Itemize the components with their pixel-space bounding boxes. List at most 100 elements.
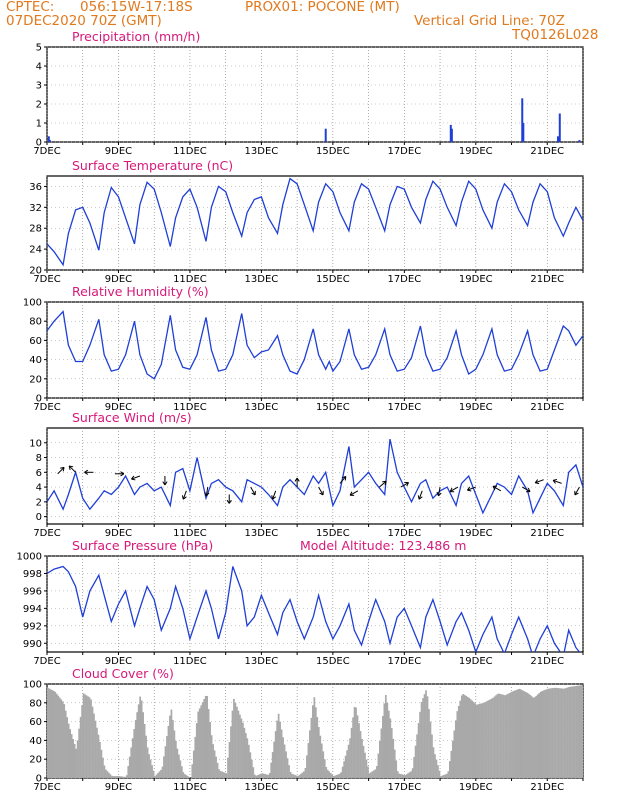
cloud-bar [466, 696, 469, 778]
plot-frame [46, 46, 584, 143]
cloud-bar [459, 700, 462, 778]
cloud-bar [250, 759, 253, 778]
cloud-bar [374, 769, 377, 778]
x-tick-label: 15DEC [316, 402, 350, 413]
cloud-bar [295, 775, 298, 778]
cloud-bar [276, 720, 278, 778]
cloud-bar [280, 729, 283, 778]
cloud-bar [521, 690, 524, 778]
cloud-bar [449, 761, 451, 778]
wind-arrow-head [272, 496, 277, 500]
header-grid-note: Vertical Grid Line: 70Z [414, 13, 565, 29]
y-tick-label: 4 [36, 483, 42, 494]
cloud-bar [288, 765, 290, 778]
cloud-bar [353, 706, 356, 778]
cloud-bar [395, 760, 398, 778]
cloud-bar [505, 694, 508, 778]
cloud-bar [559, 688, 561, 778]
cloud-bar [454, 720, 457, 778]
cloud-bar [252, 767, 255, 778]
cloud-bar [91, 706, 94, 778]
cloud-bar [259, 773, 262, 778]
wind-arrow-head [384, 481, 387, 486]
cloud-bar [169, 715, 171, 778]
cloud-bar [456, 711, 459, 778]
wind-arrow-head [162, 481, 166, 486]
cloud-bar [469, 699, 472, 778]
wind-arrow [436, 486, 442, 497]
wind-arrow-head [84, 469, 89, 473]
cloud-bar [283, 744, 286, 778]
cloud-bar [96, 727, 98, 778]
panel-precip: 0 1 2 3 4 5 7DEC 9DEC 11DEC 13DEC 15DEC 17DEC 19DEC 2… [33, 29, 584, 157]
cloud-bar [51, 690, 54, 778]
plot-area [47, 310, 583, 380]
cloud-bar [392, 738, 395, 778]
rh-line [47, 310, 583, 380]
cloud-bar [477, 704, 479, 778]
cloud-bar [326, 769, 329, 778]
cloud-bar [323, 759, 326, 778]
y-tick-label: 3 [36, 81, 42, 92]
wind-arrow-head [436, 492, 439, 497]
x-tick-label: 9DEC [105, 274, 132, 285]
wind-arrow-head [349, 491, 353, 496]
cloud-bar [256, 775, 259, 778]
cloud-bar [102, 757, 104, 778]
cloud-bar [414, 745, 417, 778]
x-tick-label: 17DEC [387, 782, 421, 793]
panel-pres: 990 992 994 996 998 1000 7DEC 9DEC 11DEC 13DEC 15D… [17, 538, 584, 667]
wind-arrow-head [574, 492, 579, 496]
cloud-bar [292, 774, 295, 778]
wind-arrow [378, 480, 387, 488]
cloud-bar [230, 726, 232, 778]
cloud-bar [309, 730, 311, 778]
cloud-bar [160, 769, 162, 778]
cloud-bar [60, 699, 63, 778]
cloud-bar [274, 731, 277, 778]
cloud-bar [496, 693, 499, 778]
cloud-bar [578, 685, 581, 778]
cloud-bar [285, 751, 287, 778]
cloud-bar [313, 697, 316, 778]
cloud-bar [507, 693, 509, 778]
x-tick-label: 13DEC [245, 274, 279, 285]
cloud-bar [57, 695, 60, 778]
wind-arrow-head [60, 466, 65, 469]
panel-temp: 20 24 28 32 36 7DEC 9DEC 11DEC 13DEC 15DEC 17DEC 19… [29, 158, 584, 285]
cloud-bar [255, 775, 258, 778]
cloud-bar [268, 773, 271, 778]
cloud-bar [581, 685, 583, 778]
wind-arrow [294, 477, 300, 488]
cloud-bar [200, 705, 203, 778]
x-tick-label: 7DEC [33, 782, 60, 793]
wind-arrow-head [534, 479, 539, 484]
x-tick-label: 7DEC [33, 274, 60, 285]
precip-bar [522, 123, 525, 142]
panel-title: Surface Wind (m/s) [72, 410, 192, 425]
cloud-bar [181, 766, 183, 778]
cloud-bar [119, 776, 122, 778]
cloud-bar [115, 776, 118, 778]
wind-arrow-shaft [449, 486, 459, 493]
cloud-bar [389, 718, 392, 778]
wind-arrow [162, 476, 168, 486]
cloud-bar [221, 771, 223, 778]
cloud-bar [142, 712, 144, 778]
cloud-bar [553, 687, 555, 778]
cloud-bar [489, 699, 491, 778]
y-tick-label: 5 [36, 43, 42, 54]
cloud-bar [306, 755, 308, 778]
wind-arrow [574, 486, 580, 496]
cloud-bar [145, 735, 147, 778]
cloud-bar [243, 727, 246, 778]
y-tick-label: 2 [36, 100, 42, 111]
cloud-bar [533, 697, 536, 778]
cloud-bar [504, 695, 506, 778]
cloud-bar [468, 697, 471, 778]
y-tick-label: 100 [23, 680, 42, 691]
cloud-bar [237, 710, 240, 778]
cloud-bar [457, 705, 460, 778]
wind-arrow-head [319, 492, 324, 496]
wind-arrow-shaft [205, 486, 209, 497]
